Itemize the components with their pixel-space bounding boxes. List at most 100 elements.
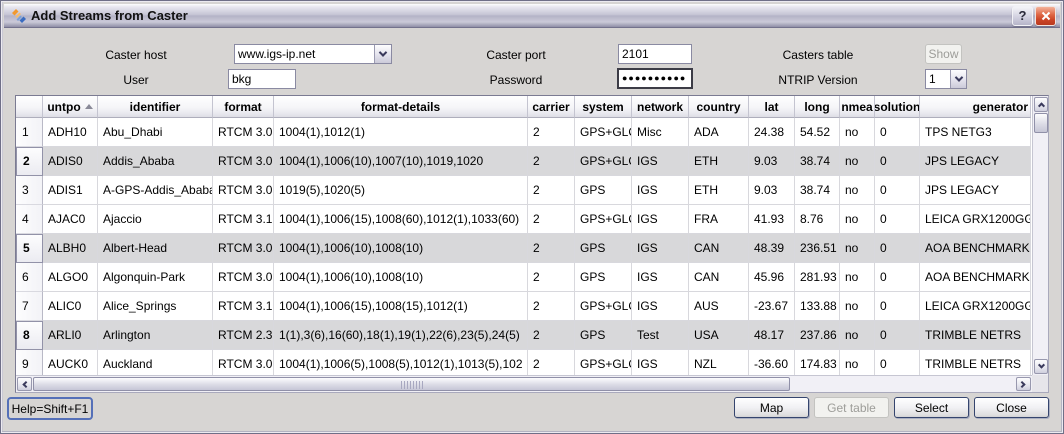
cell-country[interactable]: AUS [689, 292, 749, 321]
cell-network[interactable]: Misc [632, 118, 689, 147]
cell-long[interactable]: 8.76 [795, 205, 840, 234]
table-row[interactable]: 7 ALIC0 Alice_Springs RTCM 3.1 1004(1),1006(… [16, 292, 1032, 321]
cell-mountpoint[interactable]: ADH10 [43, 118, 98, 147]
cell-format[interactable]: RTCM 3.0 [213, 118, 274, 147]
cell-format[interactable]: RTCM 3.0 [213, 350, 274, 375]
table-row[interactable]: 8 ARLI0 Arlington RTCM 2.3 1(1),3(6),16(60),… [16, 321, 1032, 350]
scroll-left-button[interactable] [17, 377, 32, 391]
cell-system[interactable]: GPS [575, 176, 632, 205]
cell-network[interactable]: IGS [632, 147, 689, 176]
cell-lat[interactable]: 45.96 [749, 263, 795, 292]
cell-lat[interactable]: 9.03 [749, 147, 795, 176]
cell-nmea[interactable]: no [840, 118, 875, 147]
cell-nmea[interactable]: no [840, 321, 875, 350]
cell-long[interactable]: 133.88 [795, 292, 840, 321]
column-header-identifier[interactable]: identifier [98, 96, 213, 118]
table-row[interactable]: 4 AJAC0 Ajaccio RTCM 3.1 1004(1),1006(15),10… [16, 205, 1032, 234]
cell-network[interactable]: Test [632, 321, 689, 350]
cell-nmea[interactable]: no [840, 263, 875, 292]
horizontal-scrollbar-thumb[interactable] [33, 377, 790, 391]
table-row[interactable]: 9 AUCK0 Auckland RTCM 3.0 1004(1),1006(5),10… [16, 350, 1032, 375]
row-header[interactable]: 1 [16, 118, 43, 147]
cell-format_details[interactable]: 1(1),3(6),16(60),18(1),19(1),22(6),23(5)… [274, 321, 528, 350]
cell-carrier[interactable]: 2 [528, 234, 575, 263]
row-header[interactable]: 7 [16, 292, 43, 321]
cell-long[interactable]: 236.51 [795, 234, 840, 263]
cell-identifier[interactable]: Addis_Ababa [98, 147, 213, 176]
cell-country[interactable]: USA [689, 321, 749, 350]
cell-mountpoint[interactable]: ALIC0 [43, 292, 98, 321]
cell-network[interactable]: IGS [632, 350, 689, 375]
column-header-format_details[interactable]: format-details [274, 96, 528, 118]
cell-carrier[interactable]: 2 [528, 205, 575, 234]
table-row[interactable]: 1 ADH10 Abu_Dhabi RTCM 3.0 1004(1),1012(1) 2 G… [16, 118, 1032, 147]
column-header-network[interactable]: network [632, 96, 689, 118]
cell-generator[interactable]: LEICA GRX1200GG [920, 292, 1031, 321]
row-header[interactable]: 5 [16, 234, 43, 263]
cell-lat[interactable]: -36.60 [749, 350, 795, 375]
cell-generator[interactable]: LEICA GRX1200GG [920, 205, 1031, 234]
cell-country[interactable]: FRA [689, 205, 749, 234]
cell-system[interactable]: GPS [575, 321, 632, 350]
cell-carrier[interactable]: 2 [528, 176, 575, 205]
user-input[interactable]: bkg [228, 69, 296, 89]
cell-nmea[interactable]: no [840, 292, 875, 321]
horizontal-scrollbar[interactable] [16, 375, 1032, 392]
scroll-up-button[interactable] [1034, 97, 1048, 112]
cell-nmea[interactable]: no [840, 234, 875, 263]
caster-port-input[interactable]: 2101 [618, 44, 692, 64]
cell-identifier[interactable]: Auckland [98, 350, 213, 375]
column-header-system[interactable]: system [575, 96, 632, 118]
row-header[interactable]: 9 [16, 350, 43, 375]
cell-format_details[interactable]: 1004(1),1006(10),1008(10) [274, 234, 528, 263]
cell-identifier[interactable]: Ajaccio [98, 205, 213, 234]
cell-solution[interactable]: 0 [875, 321, 920, 350]
cell-system[interactable]: GPS+GLO [575, 350, 632, 375]
cell-long[interactable]: 281.93 [795, 263, 840, 292]
cell-mountpoint[interactable]: AJAC0 [43, 205, 98, 234]
title-bar[interactable]: Add Streams from Caster ? [4, 4, 1060, 28]
cell-generator[interactable]: JPS LEGACY [920, 176, 1031, 205]
cell-country[interactable]: ADA [689, 118, 749, 147]
caster-host-combobox[interactable]: www.igs-ip.net [234, 44, 392, 64]
cell-solution[interactable]: 0 [875, 263, 920, 292]
column-header-generator[interactable]: generator [920, 96, 1031, 118]
cell-network[interactable]: IGS [632, 176, 689, 205]
column-header-solution[interactable]: solution [875, 96, 920, 118]
cell-format[interactable]: RTCM 3.1 [213, 205, 274, 234]
scroll-right-button[interactable] [1016, 377, 1031, 391]
cell-mountpoint[interactable]: ADIS0 [43, 147, 98, 176]
vertical-scrollbar-thumb[interactable] [1034, 113, 1048, 133]
cell-carrier[interactable]: 2 [528, 263, 575, 292]
cell-long[interactable]: 38.74 [795, 176, 840, 205]
password-input[interactable]: ●●●●●●●●●● [617, 68, 693, 89]
column-header-long[interactable]: long [795, 96, 840, 118]
titlebar-help-button[interactable]: ? [1012, 5, 1033, 26]
cell-country[interactable]: ETH [689, 147, 749, 176]
cell-country[interactable]: NZL [689, 350, 749, 375]
cell-long[interactable]: 54.52 [795, 118, 840, 147]
cell-solution[interactable]: 0 [875, 118, 920, 147]
cell-carrier[interactable]: 2 [528, 147, 575, 176]
cell-identifier[interactable]: Albert-Head [98, 234, 213, 263]
cell-network[interactable]: IGS [632, 205, 689, 234]
cell-format_details[interactable]: 1004(1),1006(5),1008(5),1012(1),1013(5),… [274, 350, 528, 375]
cell-country[interactable]: CAN [689, 234, 749, 263]
cell-generator[interactable]: TRIMBLE NETRS [920, 321, 1031, 350]
cell-solution[interactable]: 0 [875, 176, 920, 205]
cell-format[interactable]: RTCM 3.0 [213, 147, 274, 176]
cell-system[interactable]: GPS [575, 263, 632, 292]
cell-mountpoint[interactable]: ALGO0 [43, 263, 98, 292]
row-header[interactable]: 3 [16, 176, 43, 205]
select-button[interactable]: Select [894, 397, 969, 418]
cell-long[interactable]: 174.83 [795, 350, 840, 375]
cell-format_details[interactable]: 1004(1),1006(15),1008(60),1012(1),1033(6… [274, 205, 528, 234]
table-row[interactable]: 5 ALBH0 Albert-Head RTCM 3.0 1004(1),1006(10… [16, 234, 1032, 263]
cell-lat[interactable]: 48.17 [749, 321, 795, 350]
cell-long[interactable]: 237.86 [795, 321, 840, 350]
cell-system[interactable]: GPS+GLO [575, 205, 632, 234]
cell-format_details[interactable]: 1019(5),1020(5) [274, 176, 528, 205]
cell-format_details[interactable]: 1004(1),1006(10),1007(10),1019,1020 [274, 147, 528, 176]
cell-solution[interactable]: 0 [875, 292, 920, 321]
cell-country[interactable]: CAN [689, 263, 749, 292]
